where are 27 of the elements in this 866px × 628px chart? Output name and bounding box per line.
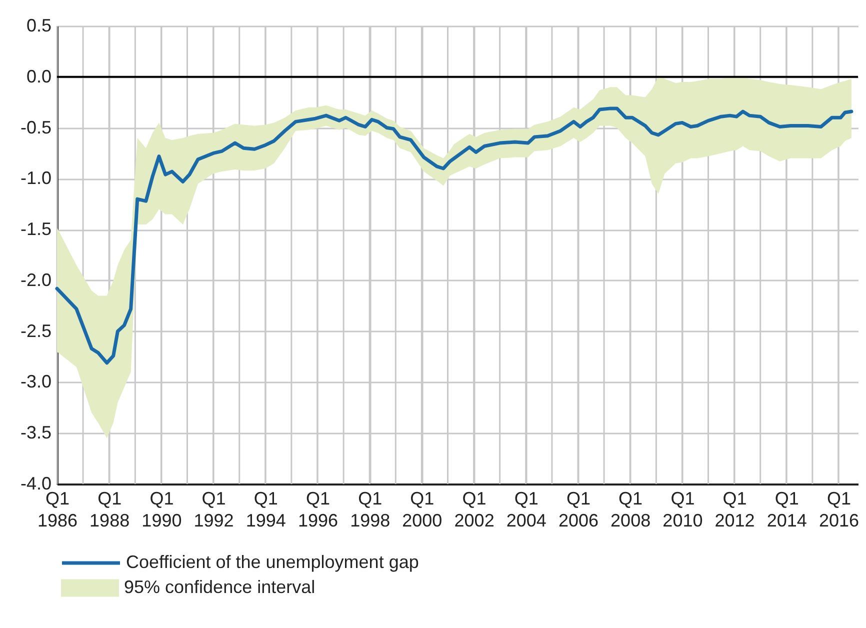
y-tick-label: -0.5 <box>20 117 52 138</box>
y-tick-label: 0.0 <box>26 66 52 86</box>
y-tick-label: -3.5 <box>20 422 52 443</box>
x-tick-label: Q1 2000 <box>402 488 442 530</box>
x-tick-label: Q1 1996 <box>298 488 338 530</box>
y-tick-label: -2.0 <box>20 270 52 290</box>
x-tick-label: Q1 1988 <box>90 488 130 530</box>
x-tick-label: Q1 2002 <box>454 488 494 530</box>
x-tick-label: Q1 1998 <box>350 488 390 530</box>
x-tick-label: Q1 2014 <box>766 488 807 530</box>
text: 95% confidence interval <box>124 577 316 597</box>
y-tick-label: -3.0 <box>20 372 52 392</box>
y-tick-label: -2.5 <box>20 320 52 341</box>
x-tick-label: Q1 2006 <box>558 488 599 530</box>
x-tick-label: Q1 1994 <box>246 488 286 530</box>
x-tick-label: Q1 1992 <box>194 488 234 530</box>
y-tick-label: -1.5 <box>20 219 52 240</box>
x-tick-label: Q1 2016 <box>818 488 859 530</box>
legend-label: Coefficient of the unemployment gap <box>126 552 419 572</box>
x-tick-label: Q1 2008 <box>610 488 651 530</box>
x-tick-label: Q1 1990 <box>142 488 182 530</box>
line-series <box>55 106 854 365</box>
x-tick-label: Q1 2010 <box>662 488 703 530</box>
x-tick-label: Q1 2012 <box>714 488 755 530</box>
y-tick-label: 0.5 <box>26 16 52 36</box>
x-tick-label: Q1 2004 <box>506 488 546 530</box>
y-tick-label: -1.0 <box>20 168 52 188</box>
